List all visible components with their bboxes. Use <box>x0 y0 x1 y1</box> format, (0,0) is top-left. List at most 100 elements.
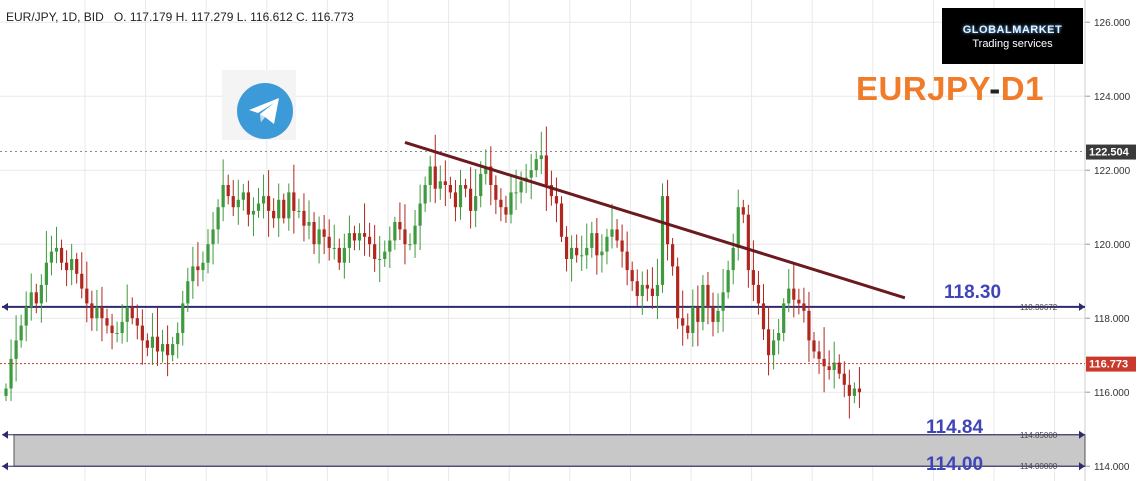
candle-body <box>362 233 367 237</box>
candle-body <box>620 240 624 252</box>
y-tick-label: 120.000 <box>1094 240 1131 251</box>
candle-body <box>90 303 94 319</box>
candle-body <box>378 259 382 260</box>
candle-body <box>337 247 341 263</box>
candle-body <box>448 185 452 193</box>
candle-body <box>34 292 38 304</box>
candle-body <box>817 351 821 359</box>
candle-body <box>766 329 771 356</box>
candle-body <box>251 210 256 215</box>
candle-body <box>246 192 250 215</box>
candle-body <box>135 318 139 326</box>
candle-body <box>847 384 851 396</box>
candle-body <box>373 244 377 259</box>
candle-body <box>292 192 296 211</box>
candle-body <box>827 366 831 370</box>
candle-body <box>509 192 513 215</box>
candle-body <box>24 307 28 326</box>
candle-body <box>438 181 442 189</box>
candle-body <box>701 284 705 322</box>
candle-body <box>529 170 533 178</box>
candle-body <box>70 259 74 271</box>
candle-body <box>564 236 569 259</box>
candle-body <box>559 203 564 237</box>
pair-separator: - <box>989 70 1001 107</box>
candle-body <box>130 307 134 319</box>
symbol-info: EUR/JPY, 1D, BID <box>6 10 104 24</box>
candle-body <box>145 340 149 348</box>
candle-body <box>357 233 362 241</box>
candle-body <box>4 388 8 396</box>
y-tick-label: 118.000 <box>1094 314 1130 325</box>
candle-body <box>368 236 372 245</box>
candle-body <box>665 196 670 245</box>
level-arrow-right <box>1079 462 1085 471</box>
candle-body <box>433 166 437 189</box>
candle-body <box>453 192 458 208</box>
candle-body <box>782 303 786 333</box>
candle-body <box>539 155 543 160</box>
candle-body <box>241 192 245 200</box>
candle-body <box>352 233 357 241</box>
candle-body <box>761 303 766 330</box>
candle-body <box>676 266 680 319</box>
candle-body <box>691 307 695 333</box>
candle-body <box>85 288 89 304</box>
pair-name: EURJPY <box>856 70 990 107</box>
candle-body <box>388 240 392 252</box>
candle-body <box>176 333 180 345</box>
candle-body <box>549 185 553 197</box>
candle-body <box>575 247 579 256</box>
candle-body <box>120 321 124 333</box>
candle-body <box>267 196 271 211</box>
candle-body <box>585 247 589 256</box>
candle-body <box>75 259 79 274</box>
candle-body <box>80 273 84 289</box>
level-arrow-right <box>1079 302 1085 311</box>
candle-body <box>428 166 432 185</box>
candle-body <box>469 188 473 211</box>
candle-body <box>443 181 447 185</box>
candle-body <box>115 333 119 334</box>
level-arrow-left <box>2 462 8 471</box>
candle-body <box>741 207 745 215</box>
y-tick-label: 122.000 <box>1094 166 1131 177</box>
candle-body <box>59 247 64 263</box>
candle-body <box>226 185 230 197</box>
candle-body <box>504 207 508 215</box>
candle-body <box>484 166 488 174</box>
candle-body <box>671 244 675 267</box>
telegram-button[interactable] <box>222 70 296 140</box>
candle-body <box>787 288 791 304</box>
candle-body <box>458 185 463 208</box>
candle-body <box>580 255 584 257</box>
candle-body <box>832 362 836 370</box>
candle-body <box>802 303 806 311</box>
candle-body <box>494 185 498 200</box>
level-arrow-right <box>1079 430 1085 439</box>
brand-logo: GLOBALMARKET Trading services <box>942 8 1083 64</box>
candle-body <box>282 199 286 219</box>
candle-body <box>297 210 301 212</box>
candle-body <box>842 373 846 385</box>
reference-price-tag: 122.504 <box>1089 147 1130 159</box>
candle-body <box>756 284 761 304</box>
logo-subtitle: Trading services <box>972 38 1053 50</box>
level-label: 114.00 <box>926 454 983 475</box>
level-arrow-left <box>2 302 8 311</box>
candle-body <box>610 229 614 237</box>
candle-body <box>837 362 841 374</box>
candle-body <box>570 247 574 259</box>
candle-body <box>792 288 796 300</box>
candle-body <box>171 344 175 356</box>
candle-body <box>383 251 387 259</box>
candle-body <box>317 229 321 245</box>
candle-body <box>857 388 862 393</box>
candle-body <box>615 229 619 241</box>
candle-body <box>721 292 725 311</box>
candle-body <box>519 181 523 193</box>
candle-body <box>630 270 634 282</box>
candle-body <box>261 196 266 204</box>
